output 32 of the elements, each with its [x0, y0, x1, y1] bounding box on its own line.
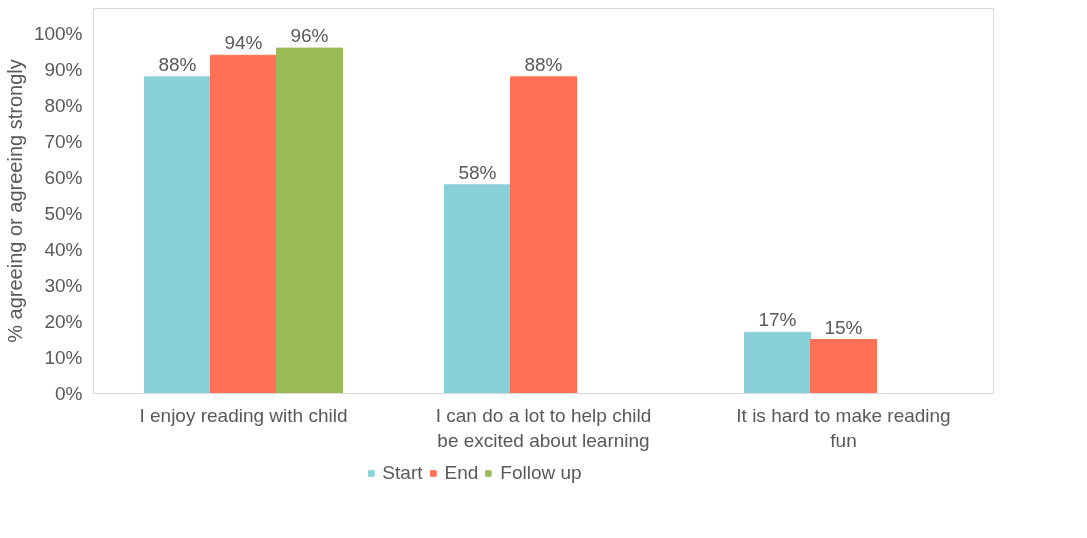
data-label: 88% — [158, 53, 197, 75]
y-tick-label: 10% — [44, 347, 83, 369]
bar — [744, 331, 811, 394]
x-tick-label: I can do a lot to help child be excited about learning — [435, 404, 652, 451]
data-label: 88% — [524, 53, 563, 75]
bar — [276, 47, 343, 394]
data-label: 96% — [290, 25, 329, 47]
y-tick-label: 100% — [33, 23, 83, 45]
bar — [210, 54, 277, 394]
y-tick-label: 60% — [44, 167, 83, 189]
y-tick-label: 40% — [44, 239, 83, 261]
x-tick-label: I enjoy reading with child — [139, 404, 348, 426]
data-label: 17% — [758, 309, 797, 331]
data-label: 94% — [224, 32, 263, 54]
y-tick-label: 90% — [44, 59, 83, 81]
bar — [810, 339, 877, 394]
bar — [444, 184, 511, 394]
bar — [144, 76, 211, 394]
y-tick-label: 80% — [44, 95, 83, 117]
y-tick-label: 50% — [44, 203, 83, 225]
y-tick-label: 0% — [55, 383, 83, 404]
x-tick-label: It is hard to make reading fun — [736, 404, 951, 451]
y-tick-label: 70% — [44, 131, 83, 153]
legend-label: Follow up — [500, 462, 582, 484]
data-label: 15% — [824, 316, 863, 338]
y-tick-label: 30% — [44, 275, 83, 297]
legend-label: Start — [382, 462, 423, 484]
y-axis-title: % agreeing or agreeing strongly — [3, 59, 26, 343]
y-tick-label: 20% — [44, 311, 83, 333]
legend-label: End — [444, 462, 479, 484]
data-label: 58% — [458, 161, 497, 183]
bar — [510, 76, 577, 394]
